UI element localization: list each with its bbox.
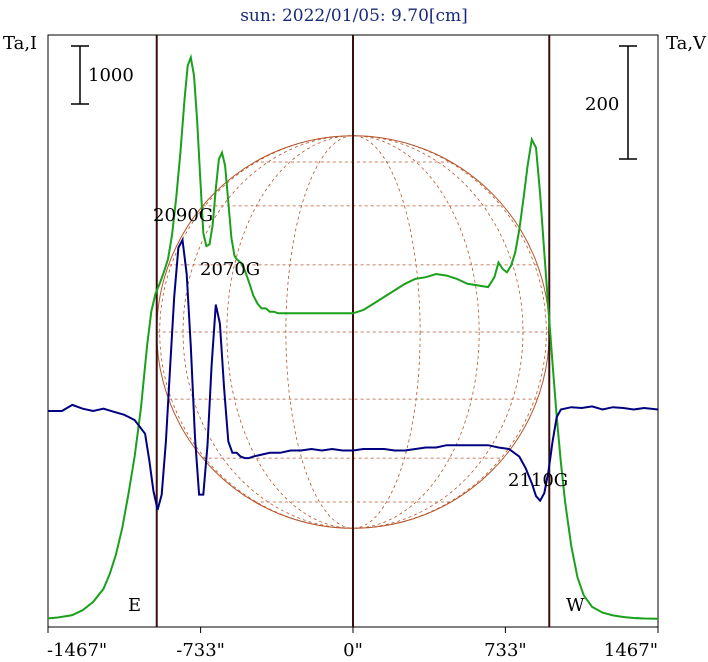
scale-bar-left bbox=[71, 45, 89, 105]
x-tick-label: 0" bbox=[343, 640, 363, 661]
limb-marker-west: W bbox=[566, 595, 585, 616]
series-line-intensity bbox=[47, 53, 659, 620]
x-axis-ticks: -1467" -733" 0" 733" 1467" bbox=[47, 627, 659, 661]
annotation-2110g: 2110G bbox=[508, 470, 568, 491]
x-tick-label: 1467" bbox=[604, 640, 658, 661]
x-tick-label: -1467" bbox=[47, 640, 107, 661]
annotation-2090g: 2090G bbox=[153, 205, 213, 226]
longitude-line bbox=[159, 135, 547, 529]
y-axis-label-left: Ta,I bbox=[3, 33, 37, 54]
longitude-line bbox=[285, 135, 421, 529]
x-tick-label: -733" bbox=[176, 640, 225, 661]
scale-bar-right bbox=[619, 45, 637, 160]
limb-marker-east: E bbox=[128, 595, 141, 616]
scale-bar-right-label: 200 bbox=[585, 94, 619, 115]
series-line-polarization bbox=[48, 236, 659, 511]
x-tick-label: 733" bbox=[484, 640, 527, 661]
chart-title: sun: 2022/01/05: 9.70[cm] bbox=[240, 6, 468, 26]
scale-bar-left-label: 1000 bbox=[88, 65, 134, 86]
longitude-line bbox=[182, 135, 524, 529]
annotation-2070g: 2070G bbox=[200, 259, 260, 280]
y-axis-label-right: Ta,V bbox=[666, 33, 707, 54]
reference-lines bbox=[155, 35, 551, 627]
